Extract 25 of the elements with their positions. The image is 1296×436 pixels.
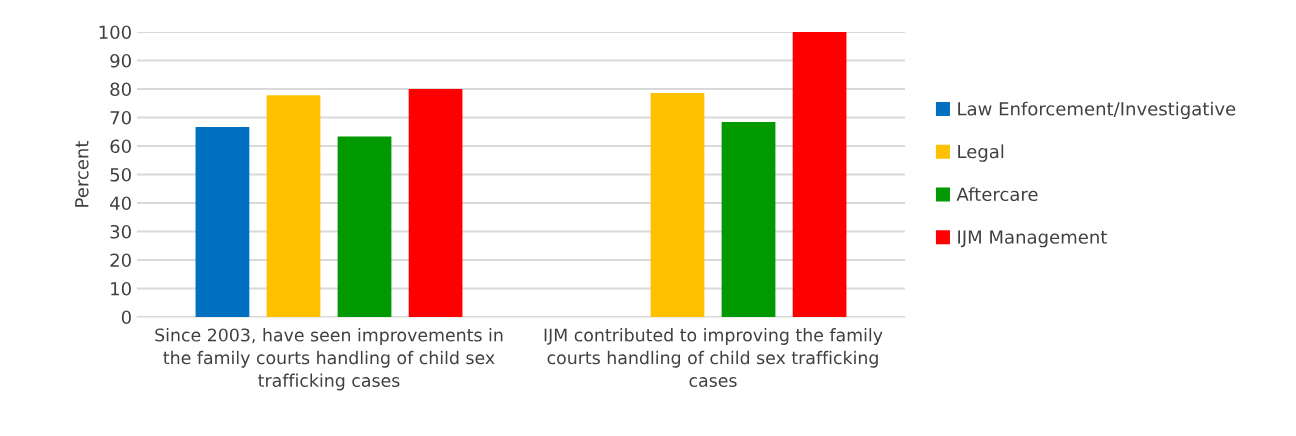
y-tick-label: 100: [99, 25, 131, 40]
y-tick-label: 70: [110, 110, 131, 125]
y-tick-label: 10: [111, 281, 131, 296]
legend-label: IJM Management: [958, 230, 1107, 248]
y-axis-title: Percent: [75, 140, 89, 207]
bar: [266, 95, 321, 317]
bar: [792, 32, 847, 317]
legend-label: Aftercare: [956, 187, 1038, 202]
y-tick-label: 90: [110, 53, 131, 68]
y-tick-label: 20: [110, 253, 131, 268]
bar: [195, 126, 250, 317]
x-tick-label: IJM contributed to improving the family courts handling of child sex trafficking cases: [544, 328, 883, 388]
x-tick-label: Since 2003, have seen improvements in the family courts handling of child sex trafficking cases: [155, 328, 503, 391]
y-tick-label: 0: [121, 310, 131, 325]
bar: [337, 136, 392, 317]
bar: [721, 122, 776, 317]
y-tick-label: 50: [110, 167, 131, 182]
y-tick-label: 80: [110, 82, 131, 97]
bar: [650, 92, 705, 317]
legend-label: Legal: [958, 144, 1004, 162]
y-tick-label: 30: [110, 224, 131, 239]
y-tick-label: 60: [110, 139, 131, 154]
y-tick-label: 40: [110, 196, 131, 211]
bar: [408, 89, 463, 317]
legend-label: Law Enforcement/Investigative: [958, 101, 1236, 120]
